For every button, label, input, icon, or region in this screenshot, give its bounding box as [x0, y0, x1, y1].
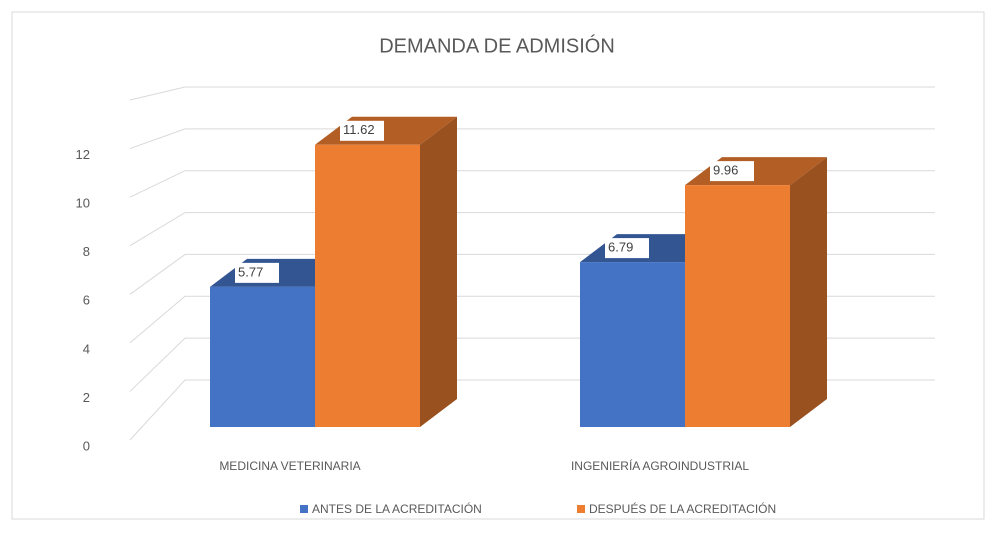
data-label: 5.77 [238, 264, 263, 279]
x-tick-label: MEDICINA VETERINARIA [219, 459, 360, 473]
bar [580, 262, 685, 427]
data-label: 11.62 [343, 122, 375, 137]
x-tick-label: INGENIERÍA AGROINDUSTRIAL [571, 458, 749, 473]
bar-side [790, 157, 827, 427]
chart-title: DEMANDA DE ADMISIÓN [379, 34, 615, 57]
chart-border [11, 11, 985, 520]
y-tick-label: 10 [76, 196, 90, 211]
data-label-box [235, 262, 279, 283]
bar [685, 185, 790, 427]
y-tick-label: 6 [83, 293, 90, 308]
y-tick-label: 0 [83, 438, 90, 453]
y-tick-label: 12 [76, 147, 90, 162]
legend-label: DESPUÉS DE LA ACREDITACIÓN [589, 501, 776, 516]
data-label-box [605, 238, 649, 259]
grid-line [129, 128, 935, 150]
legend-swatch [577, 505, 585, 513]
data-label-box [710, 161, 754, 182]
plot-frame [129, 86, 935, 101]
data-label: 9.96 [713, 163, 738, 178]
y-tick-label: 2 [83, 390, 90, 405]
bar-side [420, 116, 457, 428]
data-label-box [340, 120, 384, 141]
bar [315, 144, 420, 428]
legend-swatch [300, 505, 308, 513]
grid-line [129, 170, 935, 198]
data-label: 6.79 [608, 240, 633, 255]
y-tick-label: 4 [83, 341, 90, 356]
bar [210, 286, 315, 427]
y-tick-label: 8 [83, 244, 90, 259]
legend-label: ANTES DE LA ACREDITACIÓN [312, 501, 482, 516]
